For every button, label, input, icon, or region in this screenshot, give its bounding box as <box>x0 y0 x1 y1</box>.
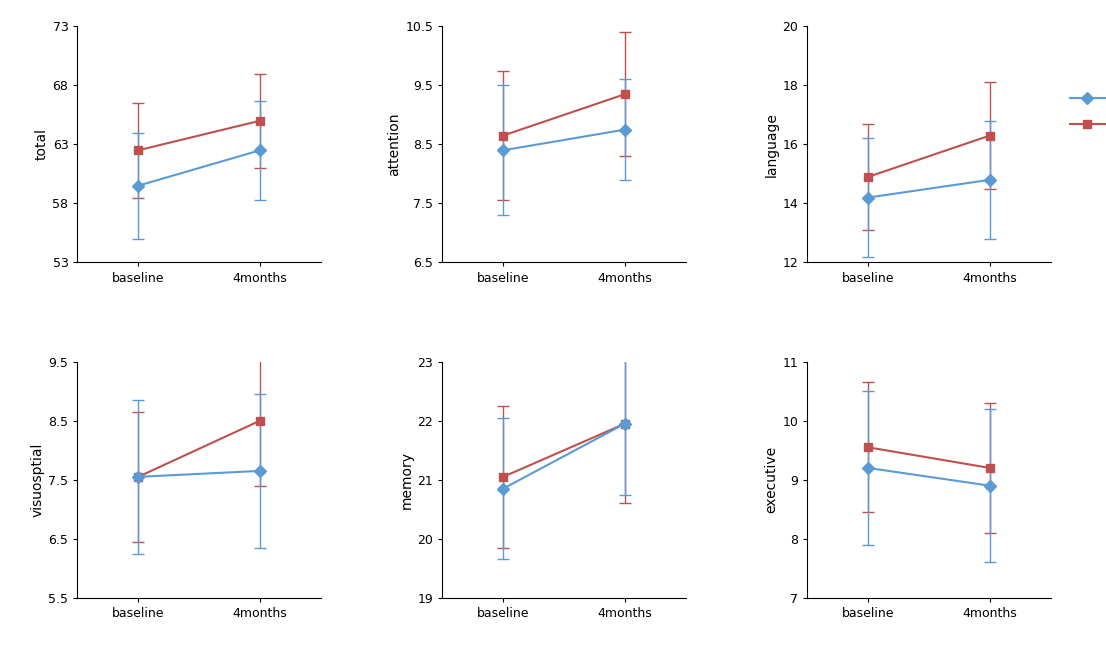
Y-axis label: total: total <box>34 128 49 160</box>
Y-axis label: memory: memory <box>399 451 414 509</box>
Y-axis label: language: language <box>764 112 779 177</box>
Y-axis label: attention: attention <box>387 112 401 176</box>
Legend: control, intervention: control, intervention <box>1070 92 1106 131</box>
Y-axis label: visuosptial: visuosptial <box>30 443 44 517</box>
Y-axis label: executive: executive <box>764 446 779 513</box>
